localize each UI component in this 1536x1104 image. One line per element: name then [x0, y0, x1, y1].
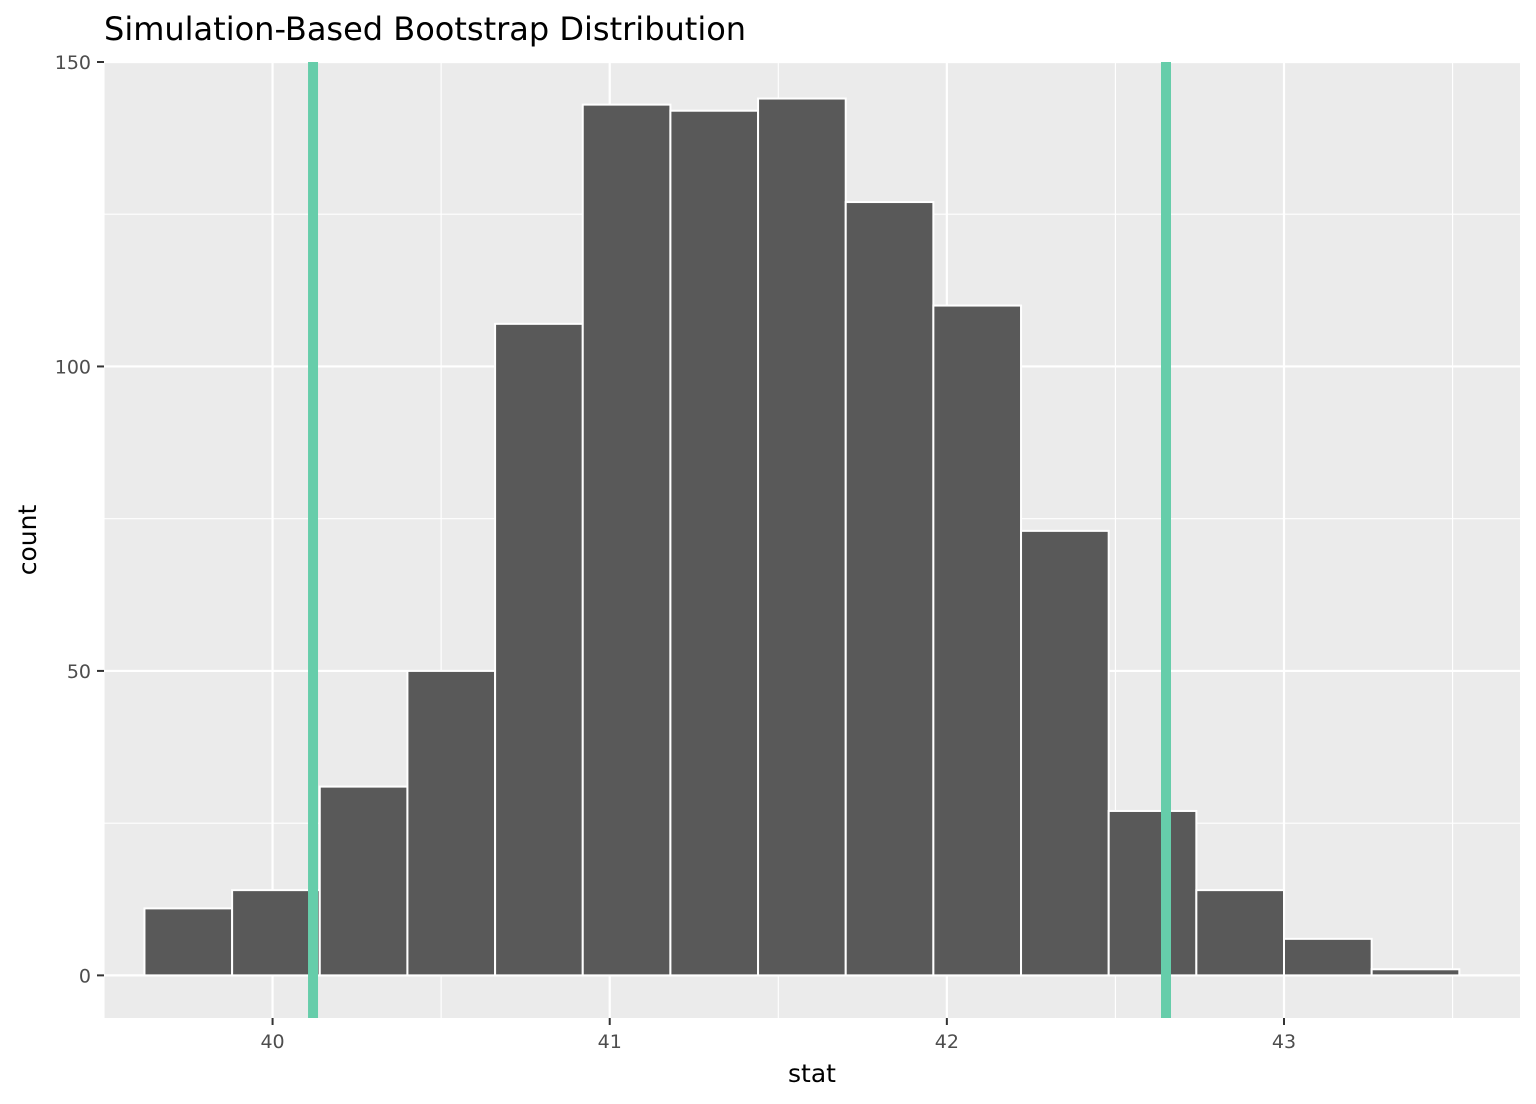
histogram-bar [1195, 889, 1286, 977]
histogram-bar [1020, 529, 1110, 977]
x-tick-label: 42 [935, 1031, 959, 1053]
histogram-bar [1107, 809, 1198, 977]
histogram-bars [143, 97, 1461, 977]
chart-title: Simulation-Based Bootstrap Distribution [104, 10, 746, 48]
x-tick-label: 40 [260, 1031, 284, 1053]
y-tick-label: 50 [67, 661, 91, 683]
histogram-bar [494, 322, 584, 977]
histogram-bar [1283, 937, 1373, 977]
confidence-interval-lines [308, 62, 1171, 1018]
y-tick-label: 0 [79, 965, 91, 987]
histogram-bar [932, 304, 1023, 977]
histogram-bar [669, 109, 760, 977]
histogram-bar [231, 889, 321, 977]
histogram-bar [757, 97, 847, 977]
y-axis: 0 50 100 150 [55, 52, 104, 987]
histogram-bar [143, 907, 234, 977]
x-tick-label: 41 [598, 1031, 622, 1053]
y-tick-label: 100 [55, 356, 91, 378]
x-axis: 40 41 42 43 [260, 1018, 1296, 1053]
y-axis-title: count [13, 505, 42, 576]
x-axis-title: stat [788, 1059, 836, 1088]
histogram-bar [406, 669, 497, 977]
x-tick-label: 43 [1272, 1031, 1296, 1053]
y-tick-label: 150 [55, 52, 91, 74]
histogram-bar [318, 785, 409, 977]
histogram-bar [1370, 968, 1461, 977]
histogram-bar [844, 201, 935, 977]
histogram-bar [581, 103, 672, 977]
